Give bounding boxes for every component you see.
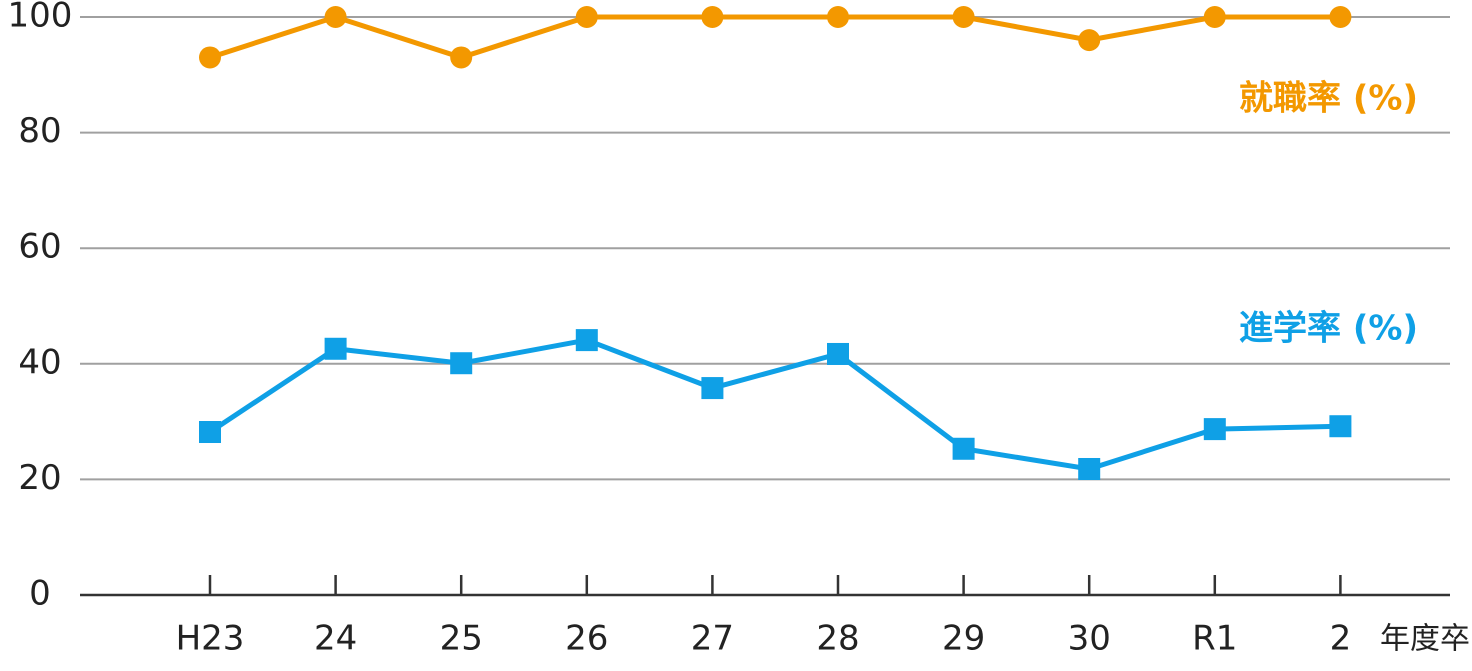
y-tick-label: 0 bbox=[29, 574, 51, 614]
data-point bbox=[324, 337, 347, 360]
data-point bbox=[1329, 415, 1352, 438]
x-tick-label: 25 bbox=[440, 619, 483, 659]
data-point bbox=[1329, 6, 1352, 28]
data-point bbox=[199, 46, 221, 69]
series-line bbox=[209, 14, 1341, 61]
data-point bbox=[1203, 418, 1226, 441]
series-line bbox=[208, 337, 1341, 472]
x-tick-label: 24 bbox=[314, 619, 357, 659]
data-point bbox=[575, 6, 598, 28]
x-tick-label: H23 bbox=[176, 619, 245, 659]
data-point bbox=[575, 329, 598, 352]
y-tick-label: 100 bbox=[8, 0, 73, 36]
x-axis-label: 年度卒 bbox=[1380, 622, 1470, 657]
data-point bbox=[952, 437, 975, 460]
x-tick-label: 29 bbox=[942, 619, 985, 659]
data-point bbox=[450, 352, 473, 375]
x-tick-label: R1 bbox=[1192, 619, 1237, 659]
data-point bbox=[1078, 457, 1101, 480]
series-label: 就職率 (%) bbox=[1239, 79, 1418, 119]
data-point bbox=[1203, 6, 1226, 28]
data-point bbox=[199, 421, 221, 444]
data-point bbox=[952, 6, 975, 28]
series-label: 進学率 (%) bbox=[1239, 309, 1418, 349]
x-tick-label: 26 bbox=[565, 619, 608, 659]
data-point bbox=[701, 6, 724, 28]
y-tick-label: 60 bbox=[18, 227, 61, 267]
data-point bbox=[324, 6, 347, 28]
data-point bbox=[1078, 29, 1101, 52]
y-tick-label: 40 bbox=[18, 342, 61, 382]
y-tick-label: 80 bbox=[18, 111, 61, 151]
data-point bbox=[827, 6, 849, 28]
y-tick-label: 20 bbox=[18, 458, 61, 498]
data-point bbox=[827, 342, 849, 365]
x-tick-label: 28 bbox=[816, 619, 859, 659]
x-tick-label: 27 bbox=[691, 619, 734, 659]
x-tick-label: 30 bbox=[1068, 619, 1111, 659]
data-point bbox=[701, 377, 724, 400]
x-tick-label: 2 bbox=[1330, 619, 1352, 659]
data-point bbox=[450, 46, 473, 69]
